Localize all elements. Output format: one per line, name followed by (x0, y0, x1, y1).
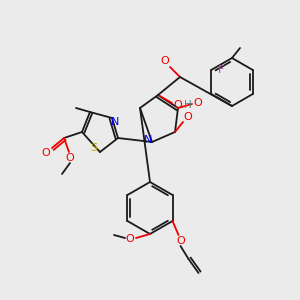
Text: O: O (66, 153, 74, 163)
Text: O: O (176, 236, 185, 246)
Text: H: H (184, 100, 192, 110)
Text: F: F (218, 65, 224, 75)
Text: O: O (184, 112, 192, 122)
Text: O: O (42, 148, 50, 158)
Text: S: S (90, 143, 98, 153)
Text: O: O (126, 234, 134, 244)
Text: O: O (160, 56, 169, 66)
Text: O: O (194, 98, 202, 108)
Text: O: O (174, 100, 182, 110)
Text: N: N (111, 117, 119, 127)
Text: N: N (144, 135, 152, 145)
